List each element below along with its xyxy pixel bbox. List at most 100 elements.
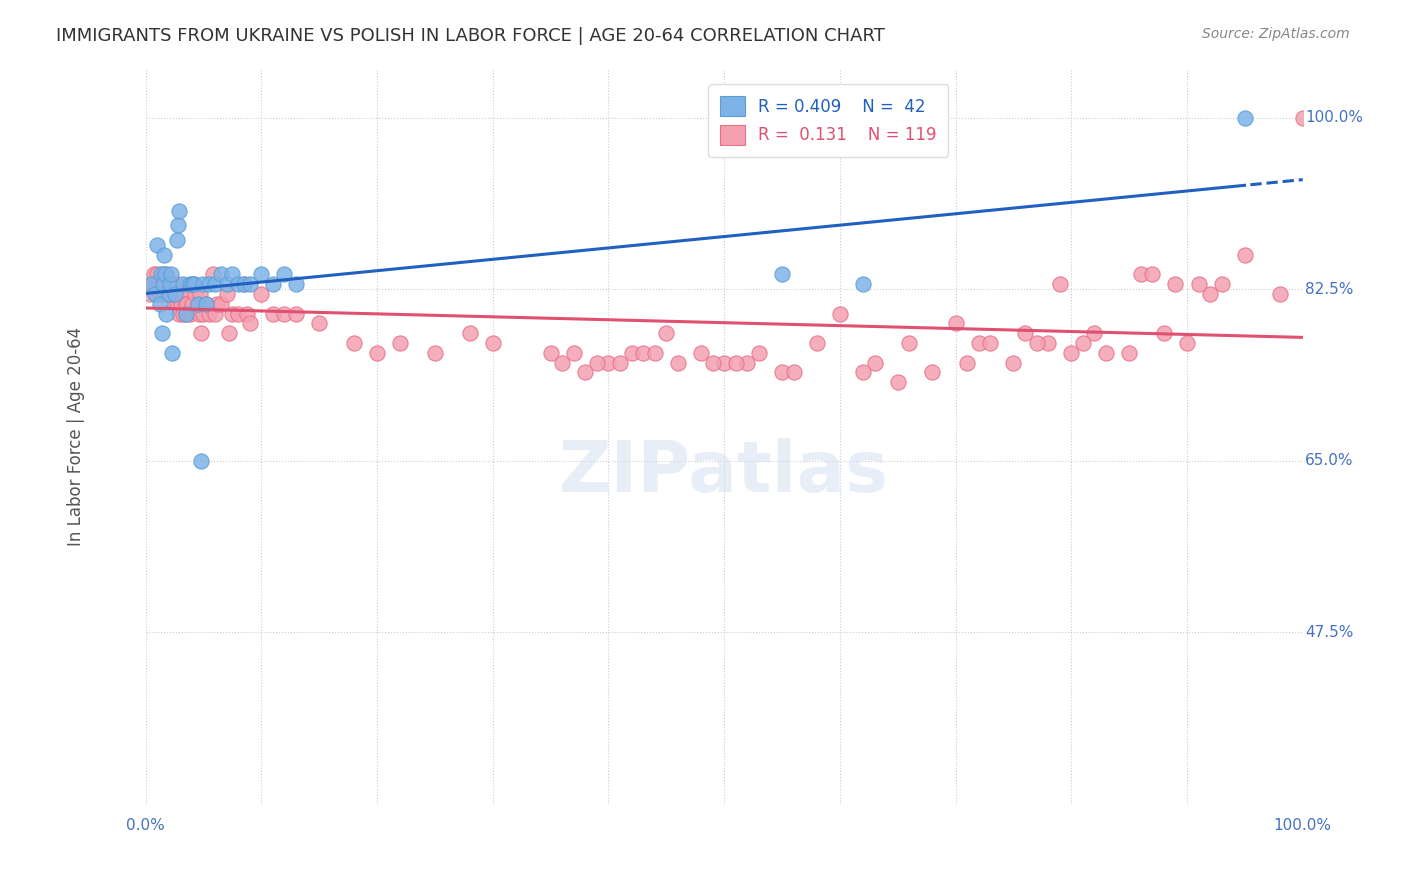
Point bbox=[215, 277, 238, 292]
Point bbox=[155, 268, 177, 282]
Point bbox=[194, 297, 217, 311]
Point bbox=[174, 307, 197, 321]
Point bbox=[198, 307, 221, 321]
Point bbox=[458, 326, 481, 341]
Point bbox=[155, 268, 177, 282]
Point bbox=[209, 297, 232, 311]
Point bbox=[1153, 326, 1175, 341]
Point bbox=[1118, 345, 1140, 359]
Point bbox=[187, 297, 209, 311]
Point bbox=[163, 287, 186, 301]
Point bbox=[770, 268, 793, 282]
Point bbox=[180, 277, 202, 292]
Point bbox=[233, 277, 256, 292]
Point bbox=[165, 297, 187, 311]
Point bbox=[184, 287, 207, 301]
Text: 82.5%: 82.5% bbox=[1305, 282, 1354, 296]
Point bbox=[1164, 277, 1187, 292]
Point bbox=[308, 317, 330, 331]
Point bbox=[262, 307, 284, 321]
Point bbox=[198, 277, 221, 292]
Point bbox=[207, 297, 229, 311]
Point bbox=[149, 287, 172, 301]
Point bbox=[167, 297, 190, 311]
Point bbox=[159, 287, 181, 301]
Point bbox=[724, 355, 747, 369]
Point bbox=[343, 335, 366, 350]
Point bbox=[1129, 268, 1152, 282]
Point bbox=[179, 307, 201, 321]
Point bbox=[145, 287, 167, 301]
Point bbox=[609, 355, 631, 369]
Point bbox=[1049, 277, 1071, 292]
Point bbox=[187, 307, 209, 321]
Point bbox=[562, 345, 585, 359]
Point bbox=[250, 287, 273, 301]
Point bbox=[1211, 277, 1233, 292]
Point bbox=[221, 307, 243, 321]
Point bbox=[1268, 287, 1291, 301]
Point bbox=[181, 277, 204, 292]
Point bbox=[148, 297, 170, 311]
Point bbox=[183, 277, 205, 292]
Point bbox=[250, 268, 273, 282]
Point bbox=[239, 317, 262, 331]
Point bbox=[644, 345, 666, 359]
Point bbox=[176, 297, 198, 311]
Point bbox=[898, 335, 921, 350]
Point bbox=[218, 326, 240, 341]
Point bbox=[190, 326, 212, 341]
Point bbox=[146, 238, 169, 252]
Point bbox=[174, 307, 197, 321]
Point bbox=[142, 268, 165, 282]
Point bbox=[153, 287, 176, 301]
Point bbox=[1036, 335, 1059, 350]
Point bbox=[574, 365, 596, 379]
Point bbox=[285, 277, 308, 292]
Point bbox=[187, 297, 209, 311]
Point bbox=[239, 277, 262, 292]
Point bbox=[540, 345, 562, 359]
Point bbox=[828, 307, 851, 321]
Point bbox=[162, 277, 184, 292]
Point bbox=[806, 335, 828, 350]
Point bbox=[146, 268, 169, 282]
Point bbox=[262, 277, 284, 292]
Point bbox=[273, 307, 295, 321]
Text: Source: ZipAtlas.com: Source: ZipAtlas.com bbox=[1202, 27, 1350, 41]
Point bbox=[863, 355, 886, 369]
Point bbox=[423, 345, 446, 359]
Point bbox=[163, 287, 186, 301]
Point bbox=[157, 287, 180, 301]
Point bbox=[1025, 335, 1047, 350]
Point bbox=[166, 277, 188, 292]
Point bbox=[481, 335, 503, 350]
Text: IMMIGRANTS FROM UKRAINE VS POLISH IN LABOR FORCE | AGE 20-64 CORRELATION CHART: IMMIGRANTS FROM UKRAINE VS POLISH IN LAB… bbox=[56, 27, 886, 45]
Text: 0.0%: 0.0% bbox=[127, 818, 165, 833]
Point bbox=[159, 277, 181, 292]
Point bbox=[160, 287, 183, 301]
Point bbox=[173, 287, 195, 301]
Point bbox=[193, 307, 215, 321]
Point bbox=[155, 307, 177, 321]
Point bbox=[598, 355, 620, 369]
Point bbox=[160, 345, 183, 359]
Point bbox=[852, 277, 875, 292]
Point bbox=[149, 268, 172, 282]
Point bbox=[180, 297, 202, 311]
Text: 100.0%: 100.0% bbox=[1274, 818, 1331, 833]
Point bbox=[620, 345, 643, 359]
Text: In Labor Force | Age 20-64: In Labor Force | Age 20-64 bbox=[67, 326, 86, 546]
Point bbox=[221, 268, 243, 282]
Point bbox=[167, 307, 190, 321]
Text: 100.0%: 100.0% bbox=[1305, 110, 1362, 125]
Text: ZIPatlas: ZIPatlas bbox=[560, 438, 889, 508]
Point bbox=[170, 297, 193, 311]
Point bbox=[273, 268, 295, 282]
Point bbox=[150, 326, 173, 341]
Point bbox=[666, 355, 689, 369]
Point bbox=[979, 335, 1001, 350]
Point bbox=[1187, 277, 1209, 292]
Point bbox=[167, 219, 190, 233]
Point bbox=[169, 287, 191, 301]
